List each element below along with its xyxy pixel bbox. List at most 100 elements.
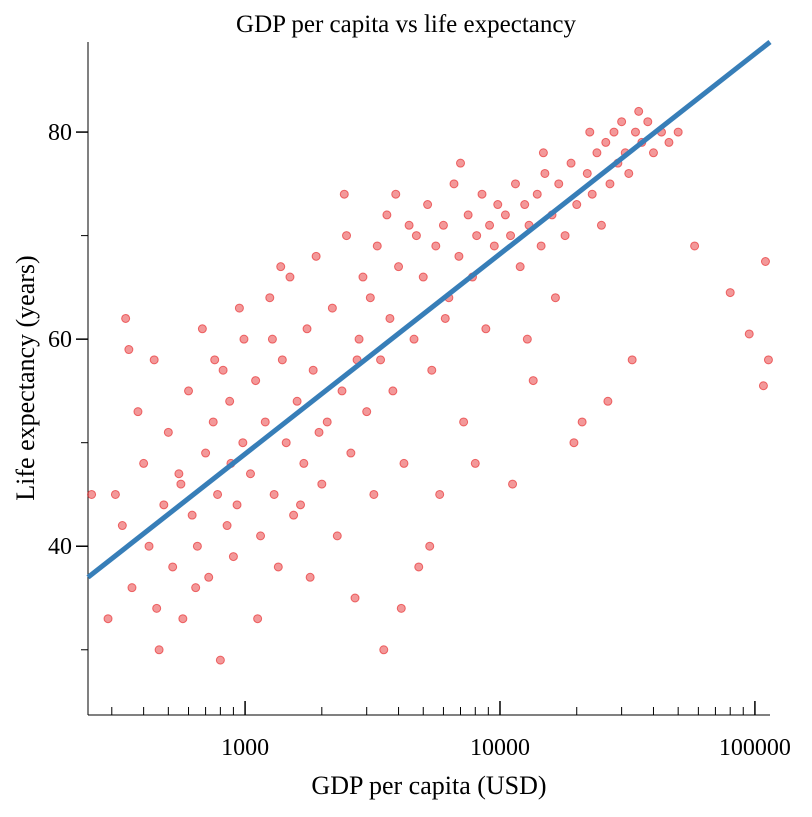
data-point xyxy=(215,655,225,665)
data-point xyxy=(572,200,582,210)
data-point xyxy=(350,593,360,603)
data-point xyxy=(276,262,286,272)
data-point xyxy=(485,220,495,230)
data-point xyxy=(673,127,683,137)
data-point xyxy=(251,376,261,386)
data-point xyxy=(664,137,674,147)
data-point xyxy=(305,572,315,582)
data-point xyxy=(624,168,634,178)
data-point xyxy=(648,148,658,158)
data-point xyxy=(382,210,392,220)
data-point xyxy=(418,272,428,282)
data-point xyxy=(376,355,386,365)
data-point xyxy=(281,438,291,448)
data-point xyxy=(470,458,480,468)
data-point xyxy=(121,313,131,323)
data-point xyxy=(267,334,277,344)
data-point xyxy=(253,614,263,624)
data-point xyxy=(596,220,606,230)
data-point xyxy=(342,231,352,241)
data-point xyxy=(174,469,184,479)
data-point xyxy=(234,303,244,313)
data-point xyxy=(569,438,579,448)
y-tick-label: 80 xyxy=(48,120,72,146)
data-point xyxy=(308,365,318,375)
data-point xyxy=(87,489,97,499)
data-point xyxy=(396,603,406,613)
data-point xyxy=(605,179,615,189)
y-tick-label: 60 xyxy=(48,327,72,353)
data-point xyxy=(269,489,279,499)
data-point xyxy=(317,479,327,489)
data-point xyxy=(139,458,149,468)
data-point xyxy=(617,117,627,127)
data-point xyxy=(354,334,364,344)
data-point xyxy=(481,324,491,334)
data-point xyxy=(435,489,445,499)
data-point xyxy=(431,241,441,251)
x-tick-label: 10000 xyxy=(470,735,530,761)
data-point xyxy=(550,293,560,303)
data-point xyxy=(540,168,550,178)
x-axis-label: GDP per capita (USD) xyxy=(311,771,546,800)
data-point xyxy=(159,500,169,510)
chart-title: GDP per capita vs life expectancy xyxy=(236,11,576,38)
data-point xyxy=(592,148,602,158)
data-point xyxy=(103,614,113,624)
data-point xyxy=(522,334,532,344)
x-tick-label: 100000 xyxy=(719,735,791,761)
data-point xyxy=(238,438,248,448)
data-point xyxy=(127,583,137,593)
data-point xyxy=(554,179,564,189)
data-point xyxy=(404,220,414,230)
y-tick-label: 40 xyxy=(48,534,72,560)
data-point xyxy=(339,189,349,199)
data-point xyxy=(630,127,640,137)
data-point xyxy=(265,293,275,303)
data-point xyxy=(587,189,597,199)
data-point xyxy=(454,251,464,261)
data-point xyxy=(459,417,469,427)
data-point xyxy=(232,500,242,510)
data-point xyxy=(289,510,299,520)
data-point xyxy=(365,293,375,303)
data-point xyxy=(208,417,218,427)
data-point xyxy=(690,241,700,251)
data-point xyxy=(449,179,459,189)
data-point xyxy=(369,489,379,499)
data-point xyxy=(388,386,398,396)
data-point xyxy=(218,365,228,375)
data-point xyxy=(210,355,220,365)
data-point xyxy=(337,386,347,396)
data-point xyxy=(532,189,542,199)
data-point xyxy=(346,448,356,458)
data-point xyxy=(311,251,321,261)
data-point xyxy=(197,324,207,334)
data-point xyxy=(515,262,525,272)
data-point xyxy=(609,127,619,137)
data-point xyxy=(362,407,372,417)
data-point xyxy=(520,200,530,210)
data-point xyxy=(124,345,134,355)
data-point xyxy=(758,381,768,391)
data-point xyxy=(273,562,283,572)
data-point xyxy=(260,417,270,427)
data-point xyxy=(601,137,611,147)
data-point xyxy=(538,148,548,158)
data-point xyxy=(399,458,409,468)
data-point xyxy=(425,541,435,551)
y-axis-label: Life expectancy (years) xyxy=(11,255,40,500)
x-tick-label: 1000 xyxy=(221,735,269,761)
data-point xyxy=(285,272,295,282)
data-point xyxy=(168,562,178,572)
data-point xyxy=(184,386,194,396)
data-point xyxy=(627,355,637,365)
data-point xyxy=(239,334,249,344)
data-point xyxy=(372,241,382,251)
data-point xyxy=(187,510,197,520)
data-point xyxy=(204,572,214,582)
data-point xyxy=(144,541,154,551)
data-point xyxy=(299,458,309,468)
data-point xyxy=(528,376,538,386)
data-point xyxy=(149,355,159,365)
